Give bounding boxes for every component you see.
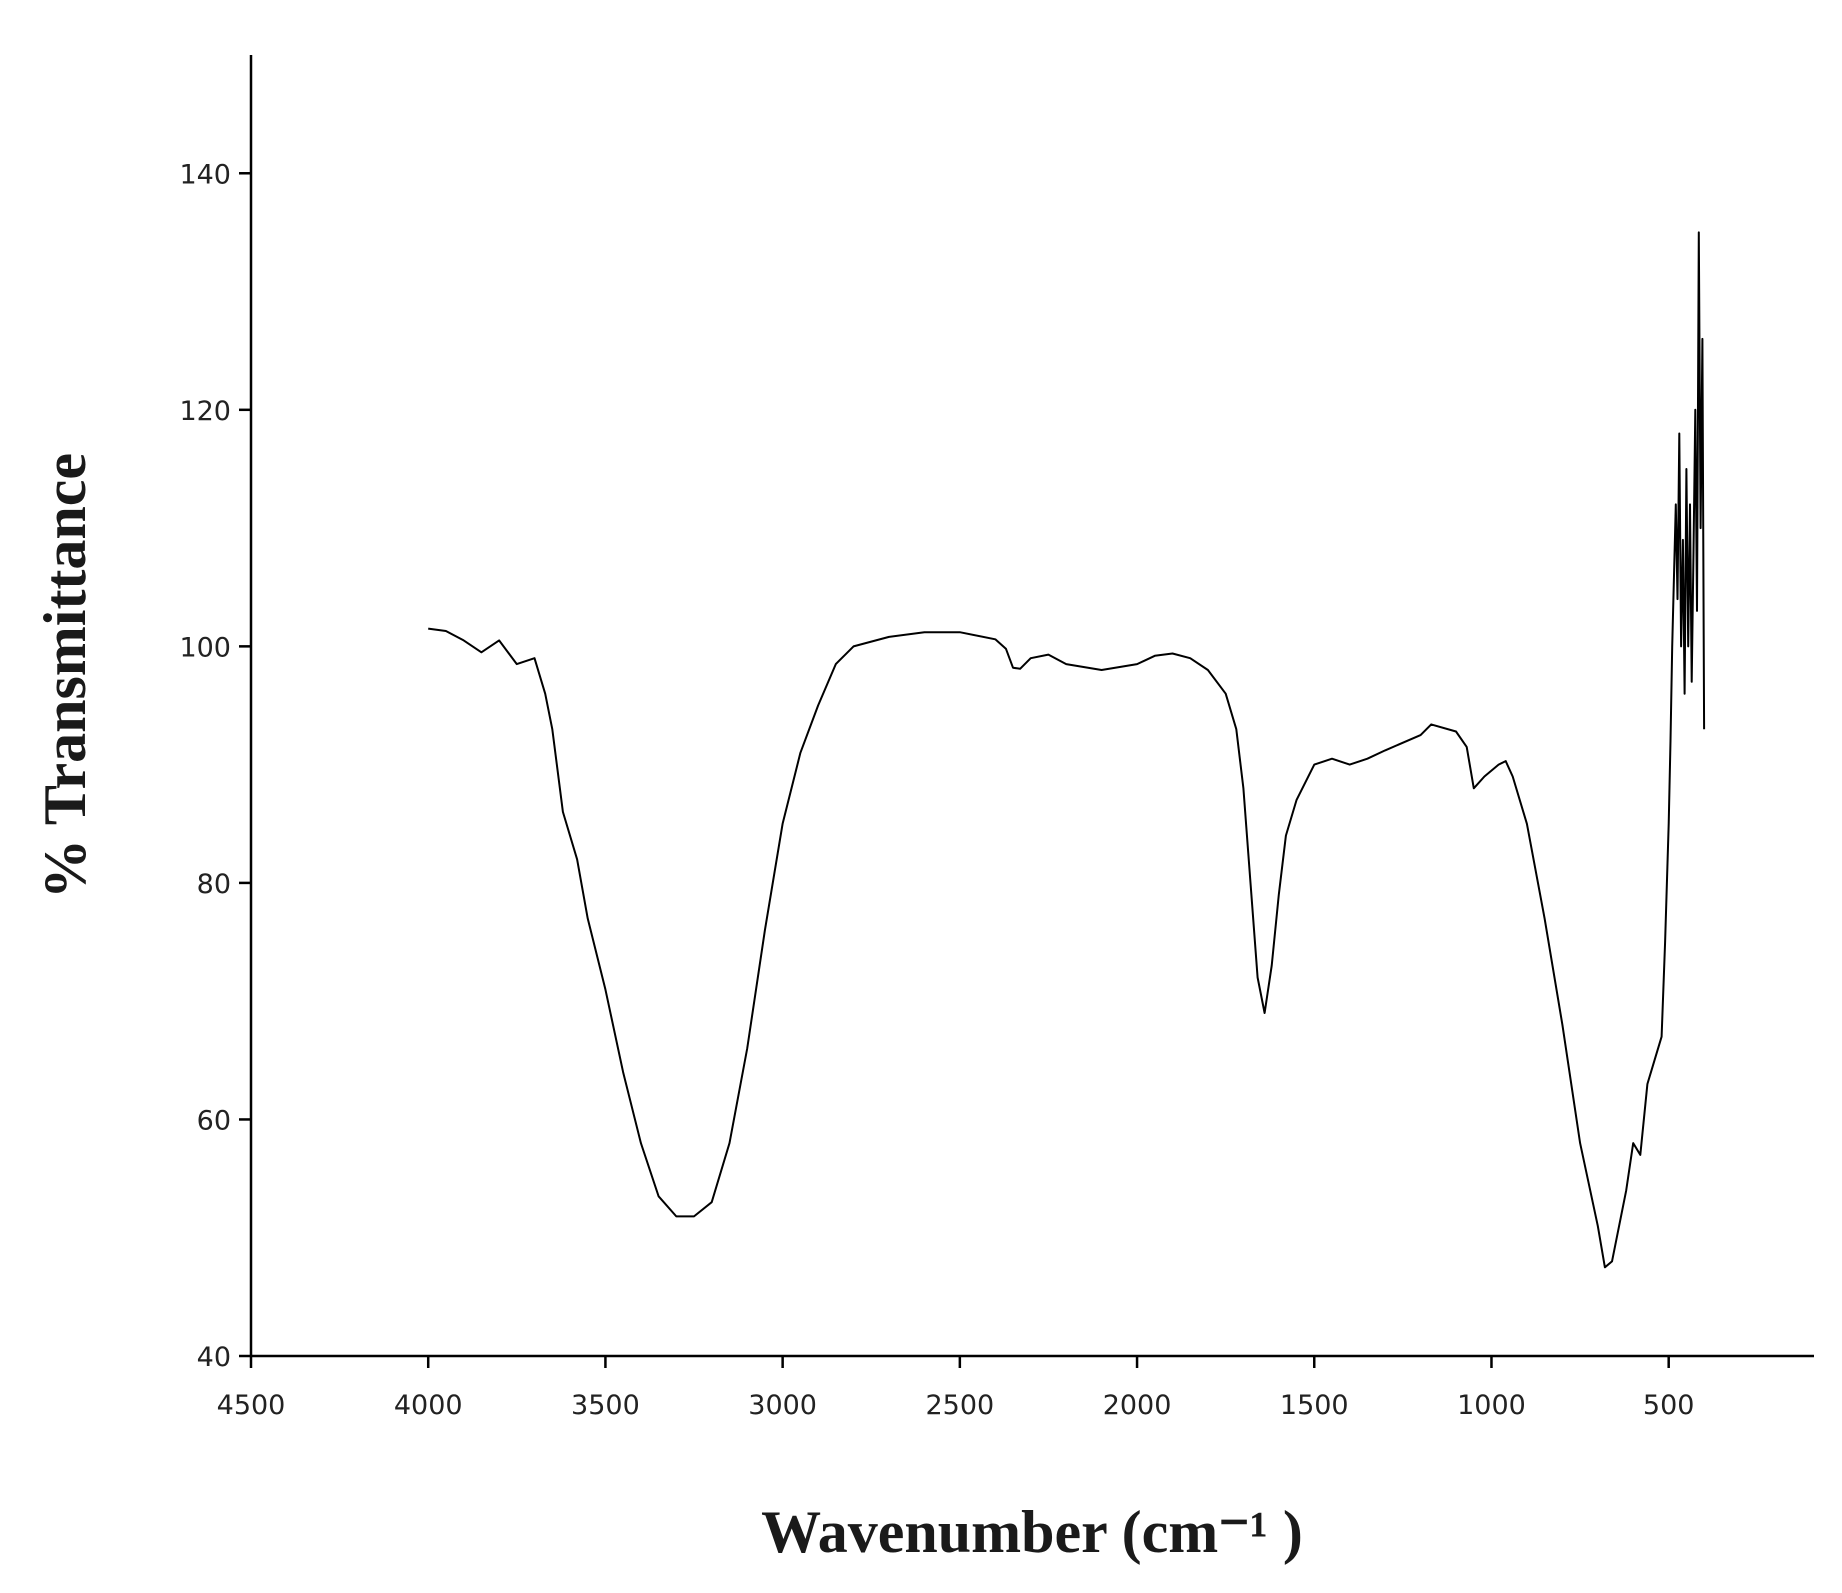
- x-tick-label: 2000: [1103, 1390, 1172, 1421]
- spectrum-line: [428, 231, 1706, 1269]
- x-tick-label: 4500: [217, 1390, 286, 1421]
- y-tick-label: 60: [197, 1105, 231, 1136]
- x-tick-label: 3500: [571, 1390, 640, 1421]
- y-axis-title: % Transmittance: [32, 453, 98, 899]
- y-tick-label: 100: [179, 632, 231, 663]
- y-tick-label: 120: [179, 396, 231, 427]
- x-tick-label: 1000: [1457, 1390, 1526, 1421]
- x-tick-label: 2500: [925, 1390, 994, 1421]
- x-tick-label: 500: [1643, 1390, 1695, 1421]
- y-tick-label: 40: [197, 1342, 231, 1373]
- y-tick-label: 80: [197, 869, 231, 900]
- x-tick-label: 3000: [748, 1390, 817, 1421]
- x-tick-label: 4000: [394, 1390, 463, 1421]
- y-tick-label: 140: [179, 159, 231, 190]
- x-tick-label: 1500: [1280, 1390, 1349, 1421]
- x-axis-title: Wavenumber (cm⁻¹ ): [761, 1499, 1303, 1565]
